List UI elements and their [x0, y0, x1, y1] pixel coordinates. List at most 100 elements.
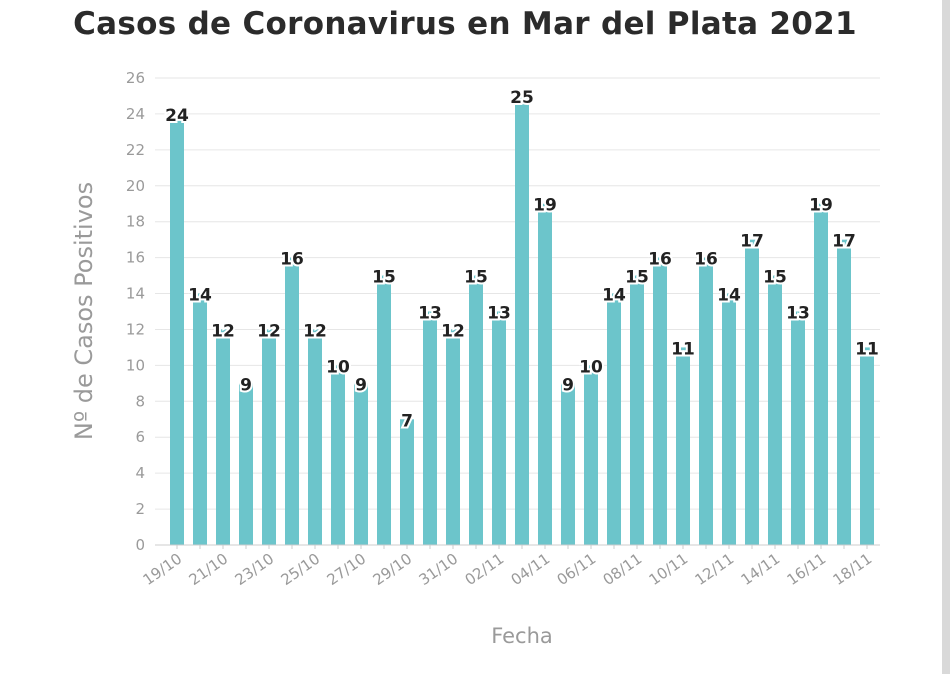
y-tick-label: 2	[135, 500, 145, 518]
bar	[699, 257, 713, 545]
x-tick-label: 16/11	[784, 550, 830, 590]
x-axis-ticks: 19/10 21/10 23/10 25/10 27/10 29/10 31/10 02/11…	[140, 545, 876, 590]
window-edge	[942, 0, 950, 674]
bar	[354, 383, 368, 545]
data-label: 9	[240, 375, 252, 395]
bar	[768, 275, 782, 545]
y-tick-label: 20	[126, 177, 145, 195]
data-label: 15	[372, 268, 396, 288]
data-label: 12	[211, 321, 235, 341]
data-label: 14	[602, 286, 626, 306]
data-label: 15	[625, 268, 649, 288]
bar	[814, 203, 828, 545]
y-tick-label: 8	[135, 392, 145, 410]
x-tick-label: 12/11	[692, 550, 738, 590]
bar	[561, 383, 575, 545]
bar	[469, 275, 483, 545]
data-label: 19	[533, 196, 557, 216]
data-label: 9	[562, 375, 574, 395]
bar	[630, 275, 644, 545]
bars	[170, 95, 874, 545]
bar	[262, 329, 276, 545]
data-label: 16	[280, 250, 304, 270]
data-label: 14	[717, 286, 741, 306]
y-tick-label: 18	[126, 213, 145, 231]
x-tick-label: 31/10	[416, 550, 462, 590]
data-label: 17	[740, 232, 764, 252]
bar	[331, 365, 345, 545]
bar	[446, 329, 460, 545]
x-tick-label: 23/10	[232, 550, 278, 590]
data-label: 12	[303, 321, 327, 341]
data-label: 11	[671, 339, 695, 359]
data-labels: 2414129121612109157131215132519910141516…	[163, 86, 881, 433]
x-tick-label: 02/11	[462, 550, 508, 590]
x-tick-label: 08/11	[600, 550, 646, 590]
y-tick-label: 6	[135, 428, 145, 446]
bar	[216, 329, 230, 545]
y-tick-label: 12	[126, 320, 145, 338]
data-label: 9	[355, 375, 367, 395]
data-label: 7	[401, 411, 413, 431]
bar	[193, 293, 207, 545]
chart-title: Casos de Coronavirus en Mar del Plata 20…	[73, 6, 857, 42]
bar	[722, 293, 736, 545]
data-label: 11	[855, 339, 879, 359]
y-tick-label: 10	[126, 356, 145, 374]
data-label: 13	[418, 304, 442, 324]
x-tick-label: 18/11	[830, 550, 876, 590]
y-tick-label: 14	[126, 285, 145, 303]
bar	[285, 257, 299, 545]
bar	[492, 311, 506, 545]
data-label: 13	[487, 304, 511, 324]
y-tick-label: 26	[126, 69, 145, 87]
bar	[515, 95, 529, 545]
bar	[308, 329, 322, 545]
x-tick-label: 06/11	[554, 550, 600, 590]
x-tick-label: 29/10	[370, 550, 416, 590]
bar	[377, 275, 391, 545]
bar	[538, 203, 552, 545]
data-label: 16	[694, 250, 718, 270]
bar	[423, 311, 437, 545]
data-label: 16	[648, 250, 672, 270]
x-tick-label: 21/10	[186, 550, 232, 590]
data-label: 17	[832, 232, 856, 252]
x-tick-label: 14/11	[738, 550, 784, 590]
y-tick-label: 24	[126, 105, 145, 123]
data-label: 15	[464, 268, 488, 288]
data-label: 13	[786, 304, 810, 324]
bar	[676, 347, 690, 545]
x-tick-label: 25/10	[278, 550, 324, 590]
y-axis-title: Nº de Casos Positivos	[70, 182, 98, 440]
bar	[653, 257, 667, 545]
x-tick-label: 27/10	[324, 550, 370, 590]
bar	[607, 293, 621, 545]
bar	[239, 383, 253, 545]
x-tick-label: 19/10	[140, 550, 186, 590]
bar	[791, 311, 805, 545]
bar	[400, 419, 414, 545]
data-label: 10	[579, 357, 603, 377]
data-label: 10	[326, 357, 350, 377]
y-tick-label: 0	[135, 536, 145, 554]
x-tick-label: 10/11	[646, 550, 692, 590]
x-axis-title: Fecha	[491, 624, 553, 648]
bar	[170, 113, 184, 545]
bar	[837, 239, 851, 545]
bar	[745, 239, 759, 545]
data-label: 19	[809, 196, 833, 216]
data-label: 12	[257, 321, 281, 341]
bar	[584, 365, 598, 545]
data-label: 12	[441, 321, 465, 341]
data-label: 14	[188, 286, 212, 306]
bar	[860, 347, 874, 545]
data-label: 15	[763, 268, 787, 288]
y-tick-label: 16	[126, 249, 145, 267]
y-tick-label: 4	[135, 464, 145, 482]
x-tick-label: 04/11	[508, 550, 554, 590]
data-label: 25	[510, 88, 534, 108]
data-label: 24	[165, 106, 189, 126]
